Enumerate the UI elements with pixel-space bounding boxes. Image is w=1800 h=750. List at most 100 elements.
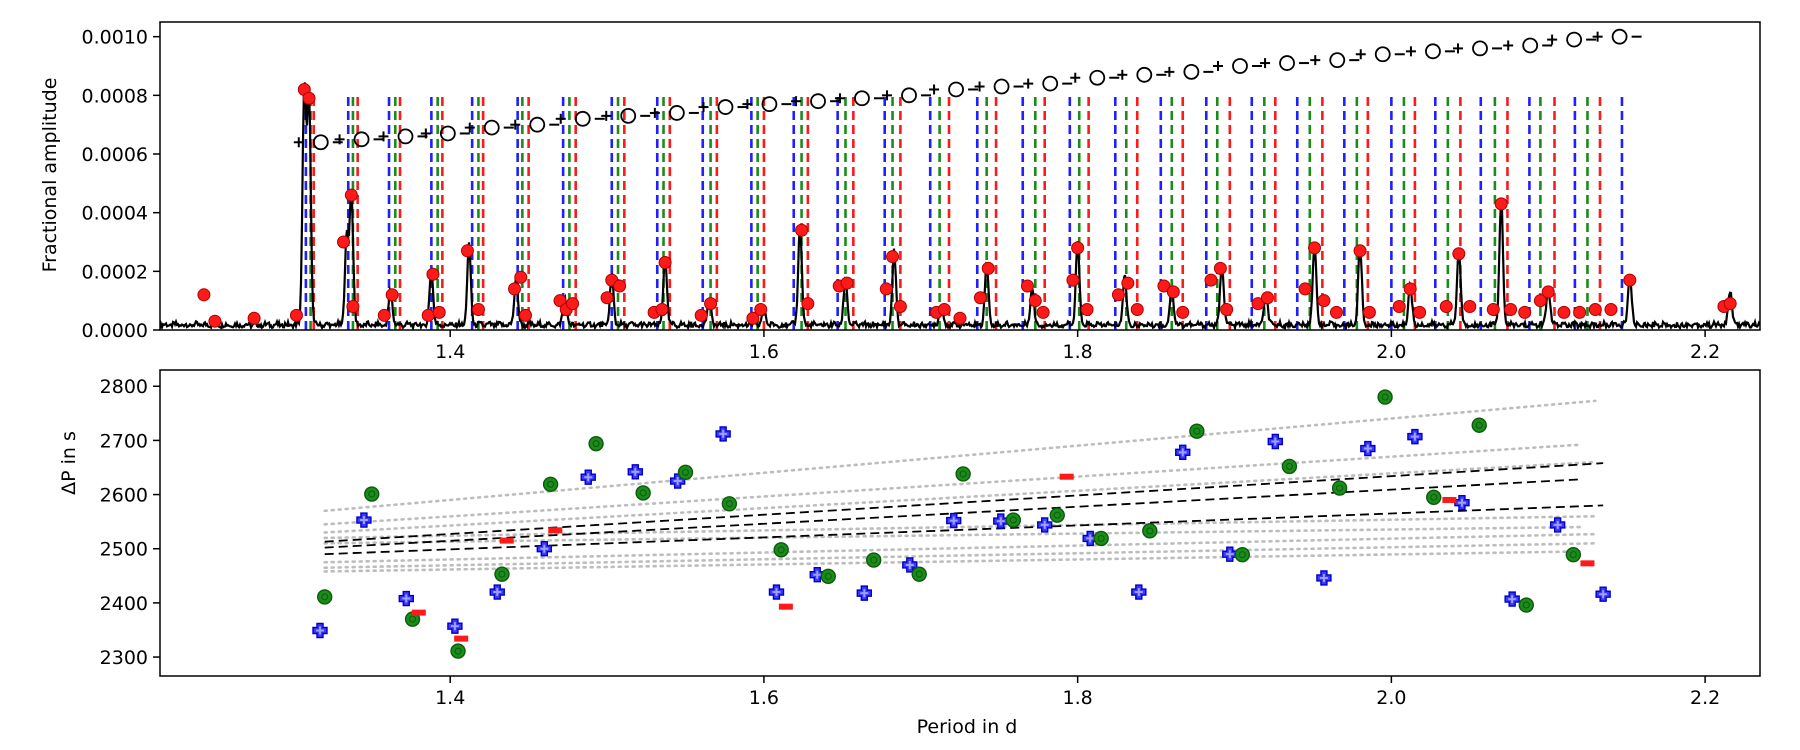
echelle-circle: [854, 90, 870, 107]
top-y-tick-label: 0.0004: [82, 203, 148, 225]
period-spacing-point-green-inner: [915, 570, 923, 578]
period-spacing-point-green-inner: [1569, 551, 1577, 559]
period-spacing-point-green-inner: [1475, 421, 1483, 429]
echelle-marker: [698, 99, 748, 115]
echelle-circle: [620, 107, 637, 124]
echelle-marker: [1453, 40, 1502, 57]
period-spacing-point-green-inner: [1193, 427, 1201, 435]
period-spacing-point-green: [677, 464, 694, 481]
period-spacing-point-blue-inner: [996, 517, 1005, 526]
echelle-circle: [1232, 58, 1248, 74]
period-spacing-panel: 1.4 1.6 1.8 2.0 2.2 2300 2400 2500 2600 2700 2800: [100, 369, 1761, 709]
extracted-frequency-point: [302, 91, 316, 105]
period-spacing-point-blue-inner: [673, 477, 682, 486]
period-spacing-point-green: [494, 566, 510, 582]
echelle-marker: [1405, 43, 1455, 60]
extracted-frequency-point: [879, 282, 893, 296]
echelle-circle: [483, 119, 500, 136]
extracted-frequency-point: [658, 256, 672, 270]
extracted-frequency-point: [197, 288, 211, 302]
period-spacing-point-green: [1565, 546, 1582, 563]
period-spacing-point-green: [955, 466, 971, 482]
period-spacing-point-blue-inner: [772, 588, 781, 597]
extracted-frequency-point: [1518, 305, 1532, 319]
extracted-frequency-point: [1020, 279, 1034, 293]
period-spacing-point-blue-inner: [719, 429, 728, 438]
period-spacing-point-green: [866, 552, 882, 568]
extracted-frequency-point: [518, 308, 532, 322]
period-spacing-point-green-inner: [824, 572, 832, 580]
extracted-frequency-point: [385, 288, 399, 302]
period-spacing-point-blue-inner: [1457, 498, 1466, 507]
extracted-frequency-point: [1353, 244, 1367, 258]
echelle-marker: [555, 110, 605, 127]
echelle-circle: [993, 78, 1010, 95]
echelle-circle: [1566, 31, 1583, 48]
period-spacing-point-red: [454, 635, 469, 642]
period-spacing-point-green: [635, 485, 651, 501]
extracted-frequency-point: [1723, 297, 1737, 311]
fit-line-dotted: [323, 443, 1581, 526]
echelle-circle: [1183, 63, 1200, 80]
echelle-circle: [397, 128, 414, 145]
period-spacing-point-blue-inner: [813, 570, 822, 579]
extracted-frequency-point: [1623, 273, 1637, 287]
echelle-marker: [649, 105, 699, 121]
period-spacing-point-red: [499, 537, 514, 544]
extracted-frequency-point: [694, 308, 708, 322]
echelle-circle: [717, 99, 734, 115]
period-spacing-point-green: [588, 435, 604, 452]
echelle-circle: [1374, 46, 1391, 63]
top-x-tick-label: 2.2: [1690, 341, 1720, 363]
period-spacing-point-blue-inner: [450, 622, 459, 631]
period-spacing-point-blue-inner: [493, 588, 502, 597]
period-spacing-point-green: [317, 589, 333, 605]
echelle-circle: [668, 105, 685, 121]
extracted-frequency-point: [1533, 294, 1547, 308]
echelle-circle: [439, 125, 456, 142]
extracted-frequency-point: [953, 311, 967, 325]
bottom-y-axis-label: ΔP in s: [58, 431, 80, 495]
extracted-frequency-point: [600, 291, 614, 305]
extracted-frequency-point: [840, 276, 854, 290]
extracted-frequency-point: [1121, 276, 1135, 290]
extracted-frequency-point: [1204, 273, 1218, 287]
period-spacing-point-green: [1518, 597, 1534, 613]
extracted-frequency-point: [1130, 302, 1144, 316]
extracted-frequency-point: [655, 302, 669, 316]
extracted-frequency-point: [566, 297, 580, 311]
echelle-circle: [761, 96, 778, 113]
extracted-frequency-point: [514, 270, 528, 284]
bottom-x-axis-label: Period in d: [917, 716, 1018, 738]
period-spacing-point-red: [1059, 473, 1074, 480]
extracted-frequency-point: [1071, 241, 1085, 255]
period-spacing-point-green: [1189, 423, 1205, 439]
periodogram-panel: 1.4 1.6 1.8 2.0 2.2 0.0000 0.0002 0.0004 0.0006 0…: [82, 21, 1761, 363]
echelle-marker: [464, 119, 514, 136]
period-spacing-point-green-inner: [592, 440, 600, 448]
echelle-circle: [1425, 43, 1441, 60]
echelle-circle: [1611, 28, 1628, 45]
echelle-marker: [929, 81, 979, 98]
period-spacing-point-green: [1471, 417, 1487, 433]
echelle-circle: [1522, 37, 1539, 54]
echelle-marker: [1547, 31, 1597, 48]
extracted-frequency-point: [801, 297, 815, 311]
echelle-circle: [353, 131, 370, 148]
period-spacing-point-green-inner: [1381, 393, 1389, 401]
period-spacing-point-green: [1281, 458, 1298, 475]
bottom-x-tick-label: 2.0: [1376, 687, 1406, 709]
period-spacing-point-red: [411, 609, 426, 616]
extracted-frequency-point: [377, 308, 391, 322]
extracted-frequency-point: [973, 291, 987, 305]
period-spacing-point-blue-inner: [1319, 573, 1328, 582]
bottom-plot-frame: [159, 369, 1761, 677]
period-spacing-point-green-inner: [368, 490, 376, 498]
bottom-x-tick-label: 1.8: [1063, 687, 1093, 709]
extracted-frequency-point: [1541, 285, 1555, 299]
period-spacing-point-blue-inner: [402, 594, 411, 603]
extracted-frequency-point: [1439, 300, 1453, 314]
extracted-frequency-point: [1392, 300, 1406, 314]
period-spacing-point-green: [1234, 546, 1251, 563]
